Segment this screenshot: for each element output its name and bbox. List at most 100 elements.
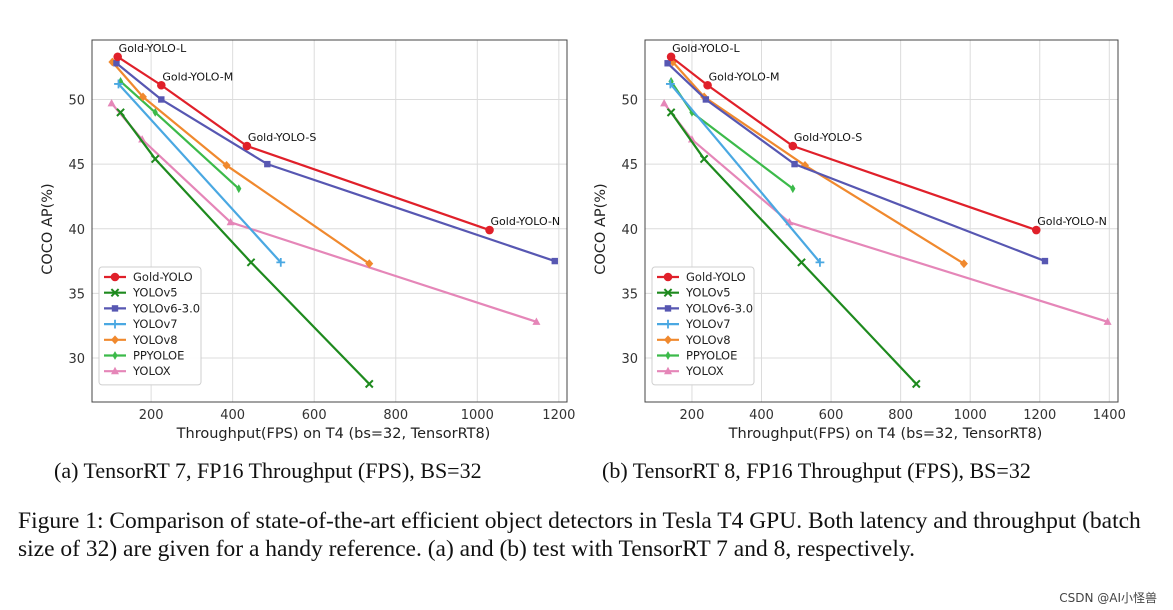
chart-b-legend-label: YOLOv6-3.0 xyxy=(685,301,753,315)
chart-b-point-yolov6-3-0 xyxy=(702,96,710,103)
chart-a-point-ppyoloe xyxy=(236,184,242,194)
chart-b-point-yolov8 xyxy=(959,259,968,269)
chart-b-series-yolov8 xyxy=(668,57,968,269)
chart-a-point-gold-yolo xyxy=(485,225,494,235)
chart-b-xtick-label: 800 xyxy=(888,408,913,423)
chart-a-point-yolox xyxy=(532,317,541,325)
chart-b-point-yolov5 xyxy=(666,108,676,117)
chart-a-series-ppyoloe xyxy=(117,76,242,194)
chart-a-series-yolov7 xyxy=(114,79,286,267)
chart-b-line-yolov7 xyxy=(669,83,821,264)
chart-b-legend-label: YOLOX xyxy=(685,364,724,378)
chart-a-point-gold-yolo xyxy=(242,141,252,151)
chart-b-point-gold-yolo xyxy=(788,141,798,151)
watermark-text: CSDN @AI小怪兽 xyxy=(1059,591,1157,605)
chart-a-xtick-label: 200 xyxy=(139,408,164,423)
figure-caption: Figure 1: Comparison of state-of-the-art… xyxy=(18,508,1141,562)
chart-b-legend-label: PPYOLOE xyxy=(686,349,737,363)
chart-a-legend-marker xyxy=(110,272,120,282)
chart-a-legend-label: PPYOLOE xyxy=(133,349,184,363)
chart-a-legend-label: YOLOv7 xyxy=(132,317,178,331)
chart-a-legend-label: YOLOv8 xyxy=(132,333,178,347)
chart-b-point-gold-yolo xyxy=(1031,225,1041,235)
chart-a-legend-label: YOLOv6-3.0 xyxy=(132,301,200,315)
chart-a-point-ppyoloe xyxy=(117,76,124,86)
chart-a-point-label: Gold-YOLO-L xyxy=(119,42,187,55)
chart-b-legend-marker xyxy=(664,305,672,312)
chart-a-point-yolov8 xyxy=(138,92,147,102)
chart-b-xtick-label: 200 xyxy=(680,408,705,423)
chart-a-xtick-label: 600 xyxy=(302,408,327,423)
chart-a: 200 400 600 800 1000 1200 30 35 40 45 50 Throughput… xyxy=(40,39,575,442)
chart-a-line-yolov7 xyxy=(117,83,282,264)
chart-a-ytick-label: 35 xyxy=(68,287,85,302)
chart-a-point-yolov6-3-0 xyxy=(551,257,558,265)
chart-a-point-yolov7 xyxy=(114,79,123,89)
chart-a-point-label: Gold-YOLO-N xyxy=(491,215,561,228)
chart-a-point-yolov8 xyxy=(365,259,374,269)
chart-b-ytick-label: 35 xyxy=(621,287,638,302)
chart-b-point-label: Gold-YOLO-N xyxy=(1037,215,1107,228)
chart-a-xtick-label: 1200 xyxy=(542,408,575,423)
chart-b-series-yolov6-3-0 xyxy=(664,60,1049,265)
chart-b-point-label: Gold-YOLO-L xyxy=(672,42,740,55)
chart-b-legend-marker xyxy=(664,335,672,345)
chart-b-series-yolov5 xyxy=(666,108,921,389)
chart-b-point-yolov5 xyxy=(911,379,921,389)
chart-b-line-yolov5 xyxy=(670,111,918,385)
chart-b-point-label: Gold-YOLO-S xyxy=(794,131,862,144)
chart-a-legend-label: YOLOX xyxy=(132,364,171,378)
chart-a-ytick-label: 45 xyxy=(68,158,85,173)
chart-b-point-ppyoloe xyxy=(790,184,796,194)
chart-b-legend-label: YOLOv7 xyxy=(685,317,731,331)
chart-b-series-gold-yolo: Gold-YOLO-N Gold-YOLO-S Gold-YOLO-M Gold-YO… xyxy=(666,42,1107,235)
chart-a-legend-marker xyxy=(111,366,119,375)
chart-a-point-yolov6-3-0 xyxy=(113,60,120,67)
chart-b-legend-marker xyxy=(664,366,672,375)
subcaption-b: (b) TensorRT 8, FP16 Throughput (FPS), B… xyxy=(602,458,1031,483)
chart-a-point-yolov5 xyxy=(116,108,125,117)
chart-b-point-yolov5 xyxy=(797,258,806,267)
chart-a-ytick-label: 50 xyxy=(68,93,85,108)
subcaption-a: (a) TensorRT 7, FP16 Throughput (FPS), B… xyxy=(54,458,482,483)
chart-b-line-gold-yolo xyxy=(670,55,1037,232)
chart-a-series-yolov6-3-0 xyxy=(113,60,558,265)
chart-a-point-yolov5 xyxy=(246,258,256,267)
chart-b-series-yolov7 xyxy=(665,79,825,267)
chart-a-line-yolov6-3-0 xyxy=(115,62,556,263)
chart-b-ytick-label: 45 xyxy=(621,158,638,173)
chart-a-ytick-label: 40 xyxy=(68,223,85,238)
chart-b-line-yolov6-3-0 xyxy=(666,62,1046,263)
chart-b-ytick-label: 50 xyxy=(621,93,638,108)
chart-b-point-gold-yolo xyxy=(703,80,712,90)
chart-a-frame xyxy=(91,39,568,403)
chart-a-point-ppyoloe xyxy=(152,108,158,117)
chart-b-legend-marker xyxy=(663,319,673,329)
chart-a-point-yolov7 xyxy=(276,257,286,267)
chart-b-xtick-label: 400 xyxy=(749,408,774,423)
chart-b-ylabel: COCO AP(%) xyxy=(593,183,609,274)
chart-b-ytick-label: 40 xyxy=(621,223,638,238)
chart-a-legend-marker xyxy=(110,288,120,298)
chart-a-line-yolov5 xyxy=(119,111,371,385)
chart-a-series-gold-yolo: Gold-YOLO-N Gold-YOLO-S Gold-YOLO-M Gold-YO… xyxy=(113,42,561,235)
chart-b-legend-marker xyxy=(663,272,673,282)
chart-b-xtick-label: 1200 xyxy=(1023,408,1056,423)
chart-b-xtick-label: 1000 xyxy=(954,408,987,423)
chart-a-point-label: Gold-YOLO-S xyxy=(248,131,316,144)
chart-a-point-yolox xyxy=(226,217,235,226)
chart-b-xtick-label: 600 xyxy=(819,408,844,423)
chart-a-point-yolov5 xyxy=(364,379,374,389)
chart-a-line-gold-yolo xyxy=(117,55,490,232)
chart-a-xtick-label: 800 xyxy=(383,408,408,423)
chart-b-point-yolox xyxy=(660,98,669,107)
chart-b-frame xyxy=(644,39,1119,403)
chart-a-legend-marker xyxy=(111,305,119,312)
chart-b-point-yolov6-3-0 xyxy=(664,60,671,67)
chart-b-point-yolov7 xyxy=(665,79,675,89)
chart-a-point-yolov8 xyxy=(222,161,231,170)
chart-b-legend-label: YOLOv5 xyxy=(685,286,731,300)
chart-a-series-yolov8 xyxy=(108,57,374,269)
